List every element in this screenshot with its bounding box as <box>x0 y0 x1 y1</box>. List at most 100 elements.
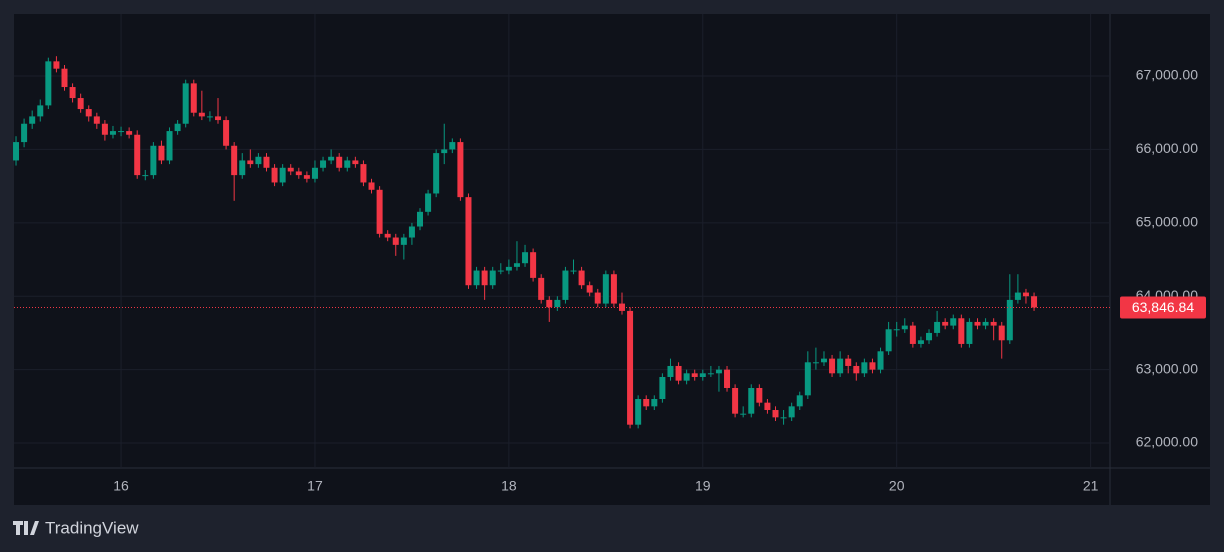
candle-body <box>505 266 512 271</box>
candle-body <box>311 167 318 179</box>
candle-body <box>812 362 819 364</box>
candle-body <box>449 142 456 150</box>
candle-body <box>724 369 731 388</box>
candle-body <box>21 123 28 143</box>
candle-body <box>699 373 706 377</box>
candle-body <box>513 263 520 267</box>
candle-body <box>61 68 68 88</box>
candle-body <box>368 182 375 190</box>
candle-body <box>231 145 238 176</box>
candle-body <box>546 299 553 308</box>
x-tick-label: 21 <box>1083 478 1099 494</box>
candle-body <box>990 321 997 326</box>
candle-body <box>328 156 335 161</box>
candle-body <box>271 167 278 183</box>
candle-body <box>853 365 860 374</box>
candle-body <box>651 399 658 407</box>
candle-body <box>279 167 286 183</box>
candle-body <box>627 310 634 425</box>
candle-body <box>578 270 585 286</box>
candle-body <box>263 156 270 168</box>
x-tick-label: 17 <box>307 478 323 494</box>
candle-body <box>352 160 359 165</box>
candle-body <box>530 252 537 278</box>
candle-body <box>635 399 642 425</box>
candle-body <box>408 226 415 238</box>
candle-body <box>691 373 698 377</box>
y-tick-label: 66,000.00 <box>1136 140 1198 156</box>
candle-body <box>869 362 876 370</box>
candle-body <box>643 399 650 407</box>
candle-body <box>610 274 617 304</box>
candle-body <box>126 131 133 135</box>
candle-body <box>198 112 205 117</box>
candle-body <box>732 387 739 414</box>
logo: TradingView <box>13 518 139 537</box>
candle-body <box>29 116 36 124</box>
candle-body <box>950 318 957 326</box>
candle-body <box>481 270 488 286</box>
candle-body <box>885 329 892 352</box>
candle-body <box>255 156 262 165</box>
candle-body <box>441 149 448 154</box>
candle-body <box>1031 296 1038 308</box>
candle-body <box>602 274 609 304</box>
candle-body <box>206 116 213 118</box>
candle-body <box>909 325 916 344</box>
candle-body <box>538 277 545 300</box>
candle-body <box>425 193 432 212</box>
candle-body <box>166 131 173 161</box>
candle-body <box>780 417 787 419</box>
candle-body <box>303 175 310 179</box>
candle-body <box>570 270 577 272</box>
candle-body <box>360 164 367 183</box>
candle-body <box>465 197 472 286</box>
candle-body <box>837 358 844 374</box>
candle-body <box>13 142 20 161</box>
candle-body <box>239 160 246 176</box>
x-tick-label: 20 <box>889 478 905 494</box>
candle-body <box>376 189 383 234</box>
candle-body <box>861 362 868 374</box>
last-price-box <box>1120 296 1206 319</box>
candle-body <box>69 87 76 99</box>
candle-body <box>134 134 141 176</box>
candle-body <box>45 61 52 106</box>
candle-body <box>845 358 852 366</box>
candle-body <box>788 406 795 418</box>
candle-body <box>659 376 666 400</box>
candle-body <box>384 233 391 238</box>
candle-body <box>796 395 803 407</box>
candle-body <box>586 285 593 293</box>
last-price-label: 63,846.84 <box>1132 299 1194 315</box>
candle-body <box>336 156 343 168</box>
y-tick-label: 67,000.00 <box>1136 67 1198 83</box>
candle-body <box>457 142 464 198</box>
candle-body <box>37 105 44 117</box>
candle-body <box>223 120 230 146</box>
candle-body <box>295 171 302 176</box>
candle-body <box>917 340 924 344</box>
candle-body <box>433 153 440 194</box>
candle-body <box>715 369 722 374</box>
y-tick-label: 65,000.00 <box>1136 214 1198 230</box>
candle-body <box>820 358 827 363</box>
candle-body <box>53 61 60 69</box>
candle-body <box>982 321 989 326</box>
candle-body <box>489 270 496 286</box>
candle-body <box>707 373 714 375</box>
candle-body <box>190 83 197 113</box>
candle-body <box>683 373 690 381</box>
candle-body <box>93 116 100 124</box>
candle-body <box>618 303 625 311</box>
candle-body <box>829 358 836 374</box>
candle-body <box>804 362 811 396</box>
candle-body <box>998 325 1005 341</box>
candle-body <box>942 321 949 326</box>
candle-body <box>764 402 771 411</box>
candle-body <box>926 332 933 341</box>
candle-body <box>77 98 84 110</box>
candle-body <box>958 318 965 344</box>
